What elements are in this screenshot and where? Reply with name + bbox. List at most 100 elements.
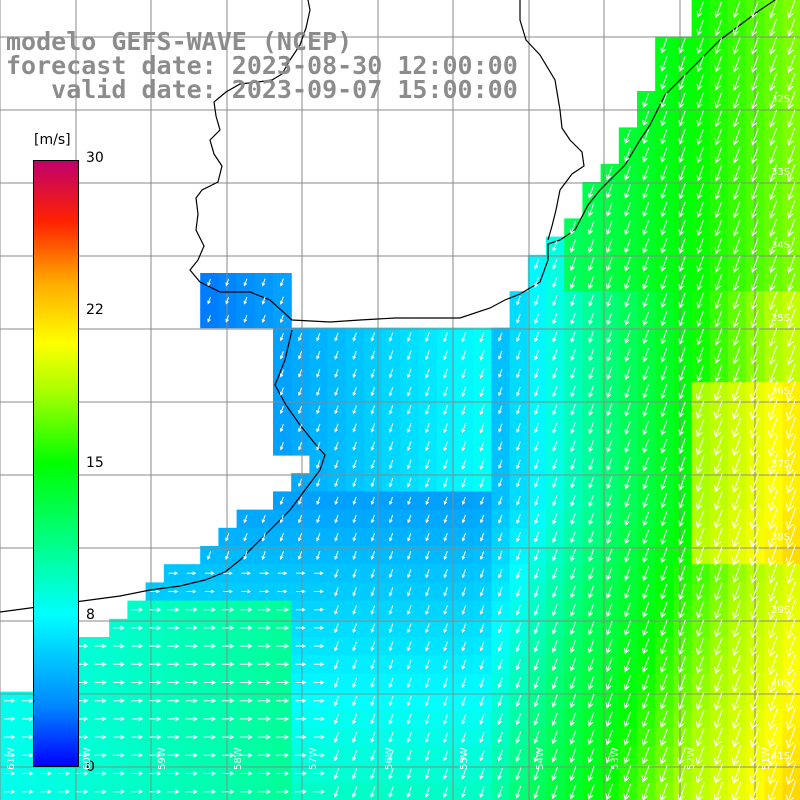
wind-vector — [497, 623, 503, 634]
wind-vector — [334, 659, 339, 670]
wind-vector — [533, 658, 540, 671]
wind-vector — [534, 259, 540, 270]
wind-vector — [660, 656, 668, 674]
wind-vector — [750, 0, 759, 19]
wind-vector — [334, 478, 339, 488]
wind-vector — [569, 221, 577, 235]
wind-vector — [588, 512, 595, 526]
wind-vector — [732, 472, 742, 493]
wind-vector — [203, 771, 217, 776]
wind-vector — [696, 1, 704, 18]
wind-vector — [497, 659, 503, 671]
wind-vector — [696, 74, 704, 91]
wind-speed-cell — [782, 782, 800, 800]
wind-vector — [370, 623, 376, 634]
wind-vector — [678, 420, 686, 436]
wind-vector — [479, 605, 485, 615]
lat-label-41s: 41S — [771, 751, 791, 762]
wind-vector — [94, 680, 107, 685]
wind-vector — [298, 387, 303, 396]
wind-vector — [534, 386, 540, 397]
wind-vector — [696, 256, 704, 273]
lon-label-59w: 59W — [157, 747, 168, 770]
wind-vector — [552, 349, 558, 361]
wind-vector — [696, 19, 704, 36]
wind-vector — [678, 383, 686, 400]
wind-vector — [203, 607, 217, 613]
wind-vector — [624, 475, 631, 490]
wind-vector — [606, 275, 613, 290]
wind-vector — [587, 675, 595, 691]
wind-vector — [112, 716, 125, 722]
wind-vector — [424, 732, 430, 743]
wind-vector — [732, 636, 741, 657]
wind-vector — [660, 165, 668, 182]
wind-vector — [223, 571, 233, 576]
wind-vector — [239, 661, 253, 667]
wind-vector — [259, 589, 270, 594]
wind-vector — [406, 386, 412, 397]
lon-label-58w: 58W — [233, 747, 244, 770]
wind-vector — [533, 730, 540, 745]
wind-vector — [750, 128, 759, 146]
wind-vector — [298, 423, 303, 433]
wind-vector — [425, 551, 430, 560]
wind-vector — [588, 367, 595, 380]
wind-vector — [295, 607, 306, 612]
wind-vector — [294, 771, 307, 776]
wind-vector — [768, 654, 778, 676]
wind-vector — [497, 785, 504, 799]
wind-vector — [515, 640, 522, 653]
lat-label-32s: 32S — [771, 94, 791, 105]
wind-vector — [480, 496, 485, 506]
wind-vector — [533, 712, 540, 726]
wind-vector — [696, 92, 704, 109]
wind-vector — [713, 400, 723, 420]
wind-vector — [516, 550, 521, 561]
wind-vector — [406, 732, 412, 743]
wind-vector — [498, 423, 503, 433]
wind-vector — [768, 744, 778, 767]
wind-vector — [587, 239, 595, 254]
wind-vector — [678, 529, 686, 546]
wind-vector — [786, 345, 796, 366]
wind-vector — [696, 183, 704, 200]
wind-vector — [659, 764, 668, 784]
wind-vector — [22, 789, 34, 794]
wind-vector — [461, 569, 467, 579]
wind-vector — [352, 659, 358, 670]
wind-vector — [552, 313, 558, 325]
wind-vector — [352, 496, 357, 506]
wind-vector — [769, 200, 778, 219]
wind-vector — [642, 329, 649, 345]
wind-vector — [239, 643, 253, 649]
wind-vector — [606, 312, 613, 326]
wind-vector — [623, 747, 632, 765]
wind-vector — [443, 477, 449, 488]
wind-vector — [316, 532, 321, 542]
wind-vector — [479, 368, 485, 379]
wind-vector — [769, 73, 778, 92]
wind-vector — [588, 458, 595, 471]
wind-vector — [732, 219, 741, 237]
wind-vector — [167, 716, 180, 722]
wind-vector — [461, 768, 467, 780]
wind-vector — [370, 695, 376, 707]
wind-vector — [221, 607, 235, 613]
wind-vector — [768, 380, 778, 403]
wind-vector — [406, 659, 412, 670]
lat-label-36s: 36S — [771, 386, 791, 397]
wind-vector — [768, 399, 778, 421]
wind-vector — [769, 273, 778, 292]
wind-vector — [750, 91, 759, 110]
wind-vector — [551, 640, 558, 653]
wind-vector — [768, 563, 778, 584]
wind-vector — [695, 382, 705, 402]
wind-vector — [313, 698, 325, 703]
wind-vector — [642, 147, 650, 163]
wind-vector — [149, 607, 162, 613]
wind-vector — [149, 752, 162, 758]
wind-vector — [76, 789, 89, 794]
wind-vector — [461, 422, 467, 434]
